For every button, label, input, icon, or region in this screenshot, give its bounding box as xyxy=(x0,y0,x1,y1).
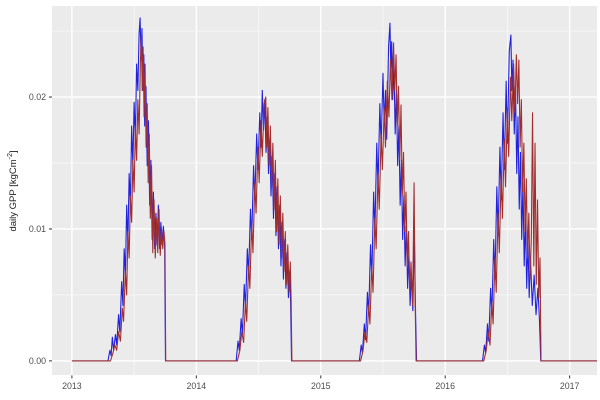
y-axis-title-superscript: -2 xyxy=(7,153,14,160)
y-axis-title: daily GPP [kgCm-2] xyxy=(7,131,21,251)
dark-red-series xyxy=(71,35,597,362)
axis-tick-marks xyxy=(49,96,571,379)
y-tick-label-0.00: 0.00 xyxy=(28,355,46,366)
y-axis-title-text: daily GPP [kgCm xyxy=(8,159,20,232)
y-tick-label-0.01: 0.01 xyxy=(28,223,46,234)
x-tick-label-2014: 2014 xyxy=(186,380,207,391)
x-tick-label-2015: 2015 xyxy=(310,380,331,391)
series-lines xyxy=(71,17,597,362)
x-tick-label-2016: 2016 xyxy=(435,380,455,391)
x-tick-label-2017: 2017 xyxy=(559,380,580,391)
y-axis-title-bracket: ] xyxy=(8,150,20,154)
y-tick-label-0.02: 0.02 xyxy=(28,92,46,103)
x-tick-label-2013: 2013 xyxy=(62,380,82,391)
blue-series xyxy=(71,17,597,362)
grid-major-lines xyxy=(52,6,597,376)
